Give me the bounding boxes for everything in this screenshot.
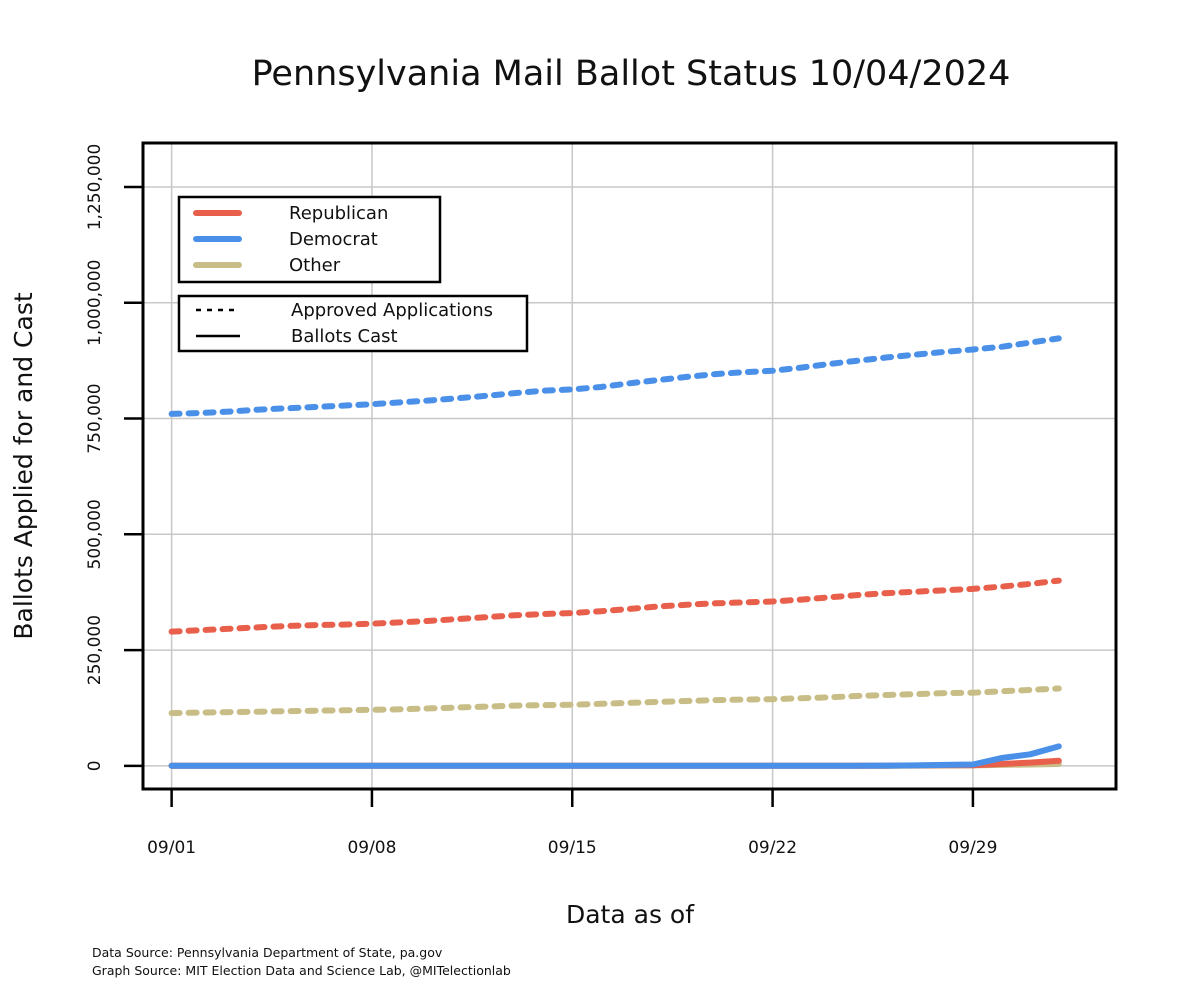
y-tick-label: 1,000,000 (85, 259, 105, 346)
y-tick-label: 1,250,000 (85, 144, 105, 231)
x-tick-label: 09/22 (748, 838, 797, 858)
series-other-approved-applications (168, 685, 1062, 717)
x-tick-label: 09/08 (347, 838, 396, 858)
legend-label-ballots-cast: Ballots Cast (291, 326, 398, 347)
series-democrat-ballots-cast (168, 743, 1062, 769)
data-source-note: Data Source: Pennsylvania Department of … (92, 945, 443, 960)
x-tick-label: 09/15 (548, 838, 597, 858)
series-republican-approved-applications (168, 577, 1062, 635)
legend-type-box (177, 294, 529, 353)
y-tick-label: 500,000 (85, 499, 105, 569)
x-axis: 09/01 09/08 09/15 09/22 09/29 (147, 789, 997, 858)
y-tick-label: 0 (85, 760, 105, 771)
y-axis-label: Ballots Applied for and Cast (9, 292, 38, 639)
y-tick-label: 250,000 (85, 615, 105, 685)
x-tick-label: 09/01 (147, 838, 196, 858)
legend-label-approved-applications: Approved Applications (291, 300, 493, 321)
y-axis: 0 250,000 500,000 750,000 1,000,000 1,250,000 (85, 144, 143, 771)
plot-frame (141, 141, 1118, 791)
y-tick-label: 750,000 (85, 383, 105, 453)
series-layer (168, 335, 1062, 769)
legend-label-democrat: Democrat (289, 229, 378, 250)
legend-type: Approved Applications Ballots Cast (177, 294, 529, 353)
legend-label-republican: Republican (289, 203, 388, 224)
graph-source-note: Graph Source: MIT Election Data and Scie… (92, 963, 511, 978)
x-tick-label: 09/29 (948, 838, 997, 858)
legend-party: Republican Democrat Other (177, 195, 442, 284)
legend-label-other: Other (289, 255, 341, 276)
series-democrat-approved-applications (168, 335, 1062, 417)
chart-title: Pennsylvania Mail Ballot Status 10/04/20… (252, 54, 1011, 94)
x-axis-label: Data as of (566, 900, 695, 929)
